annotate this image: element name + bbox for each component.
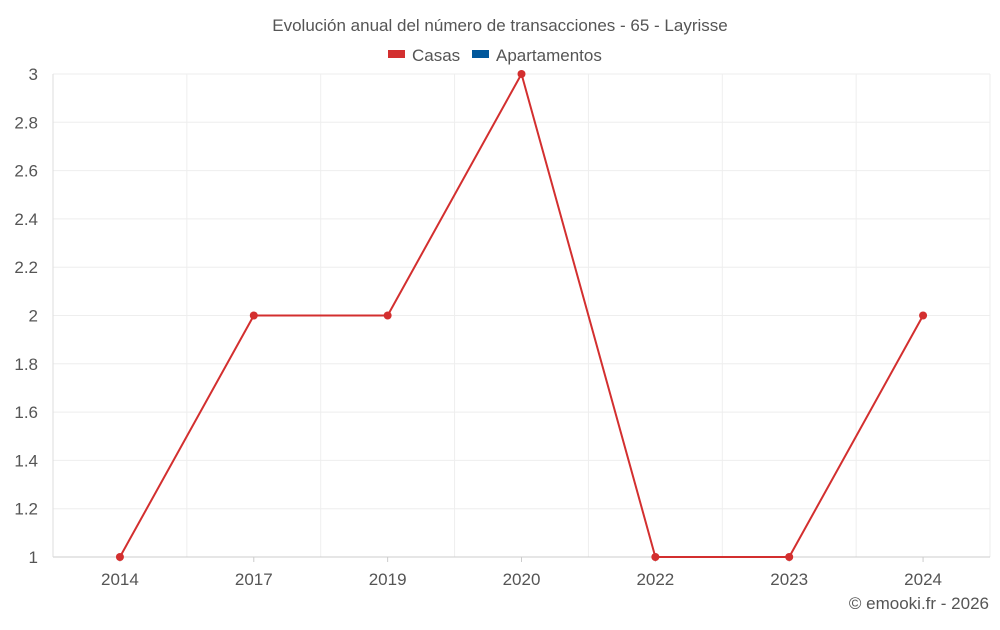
- legend-swatch-apartamentos: [472, 50, 489, 58]
- data-point-casas-2019[interactable]: [383, 311, 392, 320]
- legend: Casas Apartamentos: [388, 46, 602, 65]
- x-tick-label: 2023: [770, 570, 808, 589]
- data-point-casas-2022[interactable]: [651, 553, 660, 561]
- y-tick-label: 1: [29, 548, 38, 567]
- x-tick-label: 2014: [101, 570, 139, 589]
- legend-label-casas[interactable]: Casas: [412, 46, 460, 65]
- data-point-casas-2017[interactable]: [249, 311, 258, 320]
- x-tick-label: 2024: [904, 570, 942, 589]
- legend-label-apartamentos[interactable]: Apartamentos: [496, 46, 602, 65]
- chart-title: Evolución anual del número de transaccio…: [272, 16, 727, 35]
- grid: [52, 73, 991, 558]
- credit-text: © emooki.fr - 2026: [849, 594, 989, 613]
- x-tick-label: 2019: [369, 570, 407, 589]
- y-tick-label: 2.8: [14, 113, 38, 132]
- data-point-casas-2020[interactable]: [517, 70, 526, 78]
- y-tick-label: 2.2: [14, 258, 38, 277]
- legend-swatch-casas: [388, 50, 405, 58]
- y-tick-label: 1.2: [14, 500, 38, 519]
- y-tick-label: 2.6: [14, 162, 38, 181]
- y-tick-label: 2: [29, 307, 38, 326]
- y-tick-label: 1.8: [14, 355, 38, 374]
- x-tick-label: 2020: [503, 570, 541, 589]
- x-tick-label: 2022: [636, 570, 674, 589]
- x-tick-label: 2017: [235, 570, 273, 589]
- y-tick-label: 1.4: [14, 451, 38, 470]
- y-tick-label: 3: [29, 65, 38, 84]
- data-point-casas-2014[interactable]: [115, 553, 124, 561]
- data-point-casas-2024[interactable]: [919, 311, 928, 320]
- y-tick-label: 1.6: [14, 403, 38, 422]
- data-point-casas-2023[interactable]: [785, 553, 794, 561]
- x-axis-ticks: 2014 2017 2019 2020 2022 2023 2024: [101, 557, 942, 589]
- y-tick-label: 2.4: [14, 210, 38, 229]
- series-layer: [115, 70, 928, 561]
- y-axis-ticks: 1 1.2 1.4 1.6 1.8 2 2.2 2.4 2.6 2.8 3: [14, 65, 38, 567]
